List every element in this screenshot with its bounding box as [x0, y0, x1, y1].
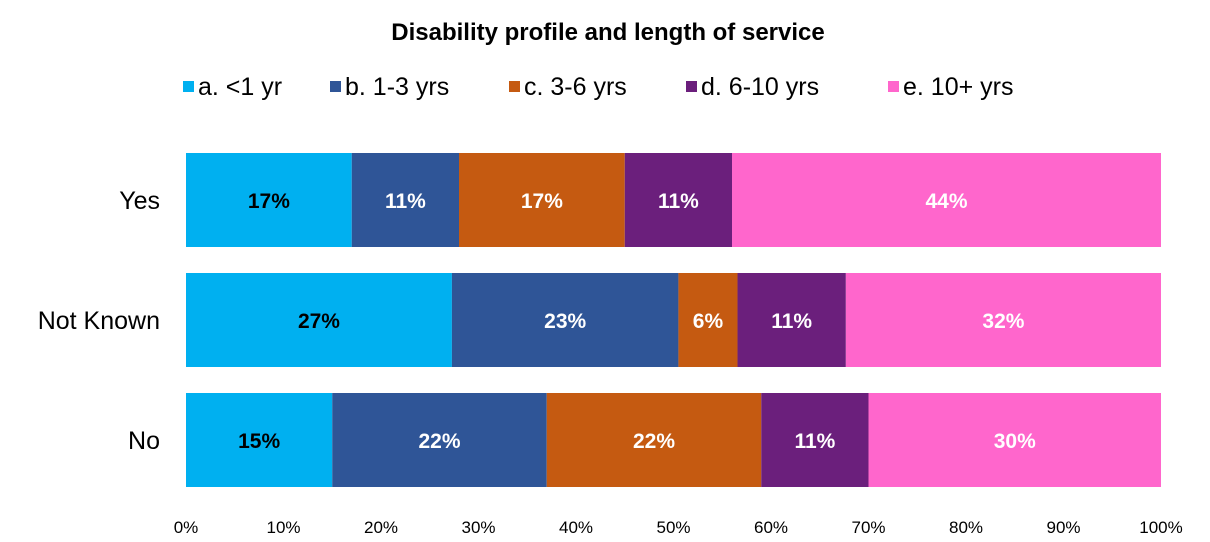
data-label: 17%: [248, 190, 290, 213]
x-tick-label: 20%: [364, 518, 398, 537]
data-label: 22%: [633, 430, 675, 453]
data-label: 11%: [771, 310, 812, 333]
data-label: 30%: [994, 430, 1036, 453]
data-label: 27%: [298, 310, 340, 333]
x-tick-label: 90%: [1046, 518, 1080, 537]
legend-swatch: [686, 81, 697, 92]
x-axis-ticks: 0% 10% 20% 30% 40% 50% 60% 70% 80% 90% 100%: [174, 518, 1183, 537]
data-label: 44%: [925, 190, 967, 213]
x-tick-label: 0%: [174, 518, 199, 537]
data-label: 17%: [521, 190, 563, 213]
data-label: 23%: [544, 310, 586, 333]
data-label: 15%: [238, 430, 280, 453]
legend-swatch: [509, 81, 520, 92]
category-label: Yes: [119, 187, 160, 215]
legend-label: d. 6-10 yrs: [701, 73, 819, 101]
x-tick-label: 30%: [461, 518, 495, 537]
x-tick-label: 100%: [1139, 518, 1182, 537]
legend-swatch: [183, 81, 194, 92]
data-label: 32%: [982, 310, 1024, 333]
legend-label: e. 10+ yrs: [903, 73, 1013, 101]
data-label: 11%: [658, 190, 699, 213]
legend-swatch: [330, 81, 341, 92]
data-label: 6%: [693, 310, 724, 333]
x-tick-label: 80%: [949, 518, 983, 537]
category-label: No: [128, 427, 160, 455]
x-tick-label: 60%: [754, 518, 788, 537]
legend-label: b. 1-3 yrs: [345, 73, 449, 101]
legend-label: c. 3-6 yrs: [524, 73, 627, 101]
data-label: 11%: [385, 190, 426, 213]
legend: a. <1 yr b. 1-3 yrs c. 3-6 yrs d. 6-10 yrs e…: [183, 73, 1013, 101]
x-tick-label: 10%: [266, 518, 300, 537]
legend-swatch: [888, 81, 899, 92]
x-tick-label: 40%: [559, 518, 593, 537]
legend-label: a. <1 yr: [198, 73, 282, 101]
chart-title: Disability profile and length of service: [391, 19, 824, 46]
data-label: 11%: [794, 430, 835, 453]
category-labels: Yes Not Known No: [38, 187, 160, 455]
x-tick-label: 50%: [656, 518, 690, 537]
x-tick-label: 70%: [851, 518, 885, 537]
data-label: 22%: [418, 430, 460, 453]
category-label: Not Known: [38, 307, 160, 335]
